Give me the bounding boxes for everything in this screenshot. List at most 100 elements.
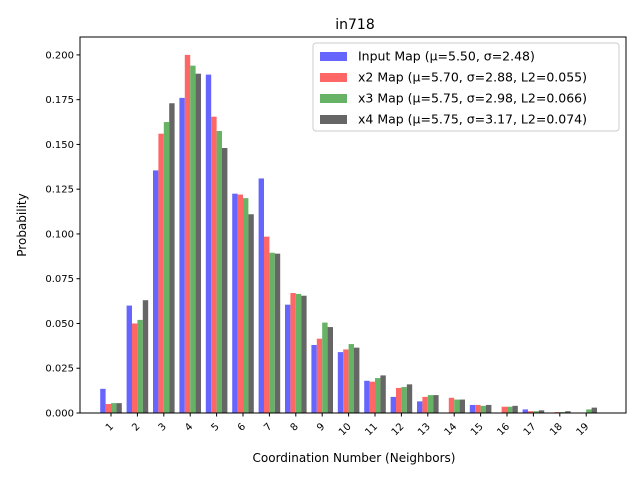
legend-swatch-3: [320, 94, 347, 103]
bar-series-4-cat-1: [116, 403, 122, 413]
y-tick-label: 0.200: [45, 50, 74, 61]
y-axis: 0.000 0.025 0.050 0.075 0.100 0.125 0.150 0.175…: [45, 50, 80, 420]
legend-swatch-2: [320, 73, 347, 82]
legend-swatch-4: [320, 115, 347, 124]
x-axis-label: Coordination Number (Neighbors): [253, 451, 456, 465]
bar-series-2-cat-10: [343, 349, 349, 413]
bar-series-2-cat-8: [290, 293, 296, 413]
bar-series-4-cat-4: [195, 73, 201, 413]
bar-series-1-cat-2: [126, 305, 132, 413]
y-tick-label: 0.150: [45, 140, 74, 151]
legend-label-1: Input Map (μ=5.50, σ=2.48): [358, 49, 535, 64]
bar-series-4-cat-2: [142, 300, 149, 413]
bar-series-4-cat-19: [591, 407, 597, 413]
bar-series-4-cat-9: [327, 327, 333, 413]
x-tick-label: 12: [390, 421, 407, 438]
bar-series-4-cat-5: [222, 148, 228, 413]
y-tick-label: 0.125: [45, 185, 74, 196]
plot-frame: [79, 36, 627, 414]
x-tick-label: 6: [236, 421, 248, 433]
bar-series-1-cat-17: [522, 409, 528, 413]
bar-series-2-cat-12: [396, 387, 402, 413]
bar-series-4-cat-17: [538, 410, 545, 413]
bar-series-4-cat-3: [169, 103, 175, 413]
bar-series-3-cat-3: [163, 122, 170, 414]
bar-series-3-cat-12: [401, 387, 407, 413]
bar-series-3-cat-16: [507, 406, 513, 413]
x-tick-label: 18: [548, 421, 565, 438]
chart-title: in718: [335, 17, 374, 33]
bar-series-3-cat-14: [454, 399, 460, 413]
legend-label-4: x4 Map (μ=5.75, σ=3.17, L2=0.074): [358, 112, 587, 127]
bar-series-4-cat-14: [459, 399, 465, 413]
bar-series-2-cat-17: [528, 411, 534, 413]
x-tick-label: 13: [416, 421, 433, 438]
x-axis: 1 2 3 4 5 6 7 8 9 10 11 12 13 14 15 16 17 18 19: [104, 413, 591, 438]
x-tick-label: 14: [443, 421, 460, 438]
bar-series-4-cat-15: [486, 404, 492, 413]
legend-box: [312, 42, 620, 132]
bar-series-1-cat-8: [285, 304, 291, 413]
legend-label-3: x3 Map (μ=5.75, σ=2.98, L2=0.066): [358, 91, 587, 106]
bar-series-3-cat-5: [216, 131, 222, 413]
y-tick-label: 0.175: [45, 95, 74, 106]
bars-group: [100, 54, 597, 414]
bar-series-4-cat-13: [433, 395, 439, 413]
bar-series-3-cat-9: [322, 322, 328, 413]
bar-series-2-cat-14: [448, 397, 455, 413]
legend-label-2: x2 Map (μ=5.70, σ=2.88, L2=0.055): [358, 70, 587, 85]
bar-series-3-cat-13: [427, 395, 434, 413]
x-tick-label: 5: [209, 421, 221, 433]
bar-series-2-cat-5: [211, 116, 217, 414]
bar-series-1-cat-10: [337, 352, 344, 413]
x-tick-label: 19: [575, 421, 592, 438]
y-tick-label: 0.025: [45, 364, 74, 375]
bar-series-3-cat-11: [375, 378, 381, 413]
bar-series-2-cat-4: [184, 54, 191, 414]
bar-series-1-cat-4: [179, 97, 185, 413]
bar-series-4-cat-11: [380, 375, 386, 413]
bar-series-1-cat-6: [232, 193, 238, 413]
x-tick-label: 1: [104, 421, 116, 433]
bar-series-2-cat-1: [105, 404, 111, 413]
bar-series-3-cat-6: [243, 198, 249, 413]
bar-series-4-cat-16: [512, 405, 518, 413]
x-tick-label: 4: [183, 421, 195, 433]
y-tick-label: 0.100: [45, 229, 74, 240]
x-tick-label: 3: [157, 421, 169, 433]
bar-series-1-cat-7: [258, 178, 264, 413]
x-tick-label: 11: [363, 421, 380, 438]
bar-series-1-cat-11: [364, 380, 370, 413]
y-axis-label: Probability: [15, 193, 29, 256]
bar-series-1-cat-15: [469, 404, 476, 413]
x-tick-label: 7: [262, 421, 274, 433]
bar-series-3-cat-7: [269, 252, 275, 413]
bar-series-1-cat-9: [311, 344, 317, 413]
bar-series-2-cat-15: [475, 404, 481, 413]
bar-series-3-cat-15: [480, 405, 486, 413]
bar-series-3-cat-1: [111, 403, 117, 413]
bar-series-4-cat-8: [301, 295, 307, 413]
bar-series-4-cat-7: [274, 253, 281, 413]
bar-series-1-cat-5: [205, 74, 212, 413]
bar-series-4-cat-12: [406, 384, 413, 413]
bar-series-3-cat-8: [295, 293, 302, 413]
bar-series-3-cat-4: [190, 65, 196, 414]
x-tick-label: 2: [130, 421, 142, 433]
bar-series-2-cat-2: [132, 323, 138, 413]
bar-series-2-cat-6: [237, 194, 243, 413]
bar-series-2-cat-13: [422, 396, 428, 413]
x-tick-label: 16: [495, 421, 512, 438]
bar-series-2-cat-16: [501, 406, 507, 413]
bar-series-3-cat-19: [586, 409, 592, 413]
bar-series-1-cat-12: [390, 396, 396, 413]
x-tick-label: 10: [337, 421, 354, 438]
legend-swatch-1: [320, 52, 347, 61]
bar-series-4-cat-18: [565, 411, 571, 413]
x-tick-label: 15: [469, 421, 486, 438]
bar-series-3-cat-10: [348, 344, 354, 413]
y-tick-label: 0.075: [45, 274, 74, 285]
legend: Input Map (μ=5.50, σ=2.48) x2 Map (μ=5.70…: [312, 42, 620, 132]
y-tick-label: 0.000: [45, 409, 74, 420]
